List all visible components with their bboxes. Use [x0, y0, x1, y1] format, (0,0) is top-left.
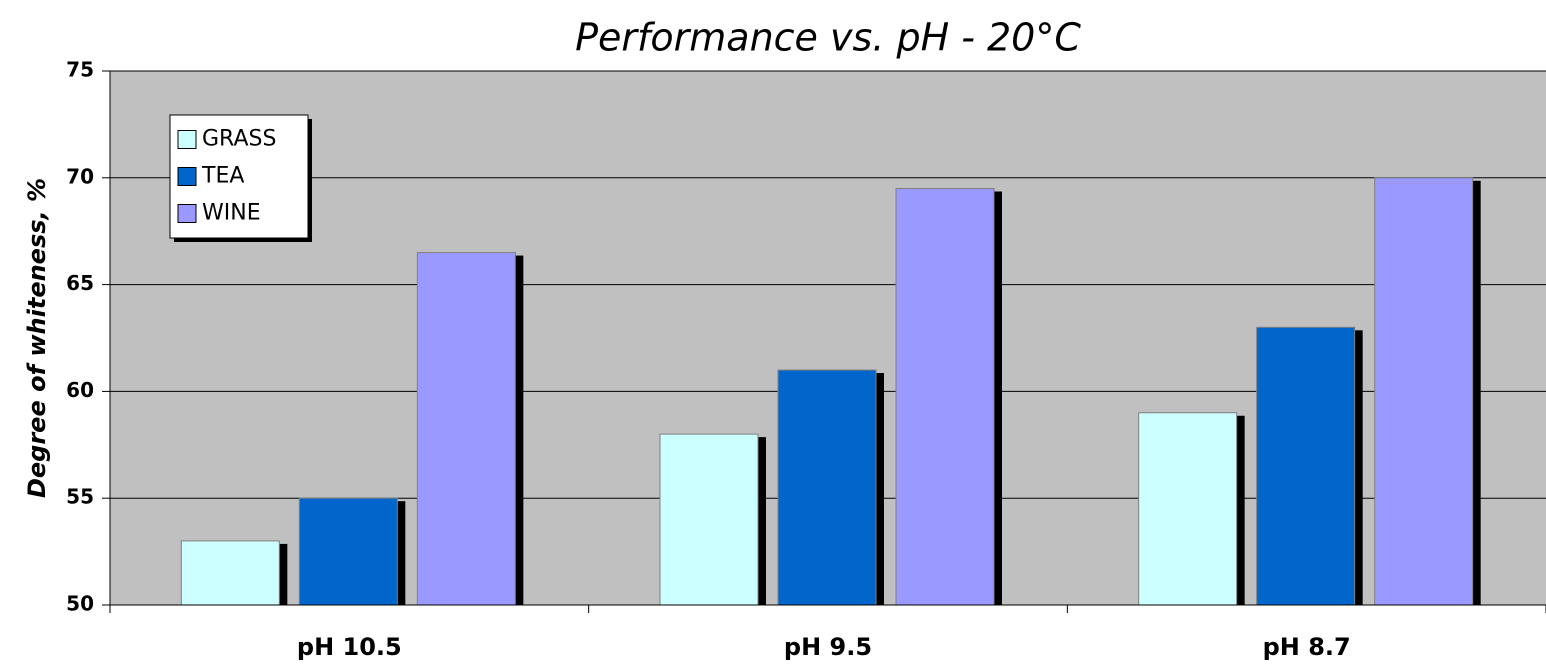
y-tick-label: 75 [66, 58, 94, 82]
legend-label: TEA [201, 164, 244, 189]
y-tick-label: 65 [66, 271, 94, 295]
x-tick-label: pH 8.7 [1263, 633, 1351, 661]
bar [1374, 177, 1474, 606]
y-tick-label: 50 [66, 592, 94, 616]
bar [1256, 326, 1356, 606]
x-tick-label: pH 10.5 [297, 633, 402, 661]
y-axis-label: Degree of whiteness, % [23, 178, 51, 498]
legend-swatch [177, 167, 197, 186]
legend-label: WINE [202, 201, 261, 226]
y-tick-label: 70 [66, 164, 94, 188]
legend-swatch [177, 130, 197, 149]
bar [659, 433, 759, 606]
y-tick-label: 55 [66, 485, 94, 509]
bar [180, 540, 280, 606]
bar [298, 497, 398, 606]
chart-title: Performance vs. pH - 20°C [575, 16, 1081, 60]
legend-swatch [177, 204, 197, 223]
x-tick-label: pH 9.5 [784, 633, 872, 661]
legend-label: GRASS [202, 127, 276, 152]
bar [1138, 412, 1238, 606]
y-tick-label: 60 [66, 378, 94, 402]
bar [777, 369, 877, 606]
bar [416, 252, 516, 606]
bar [895, 187, 995, 606]
